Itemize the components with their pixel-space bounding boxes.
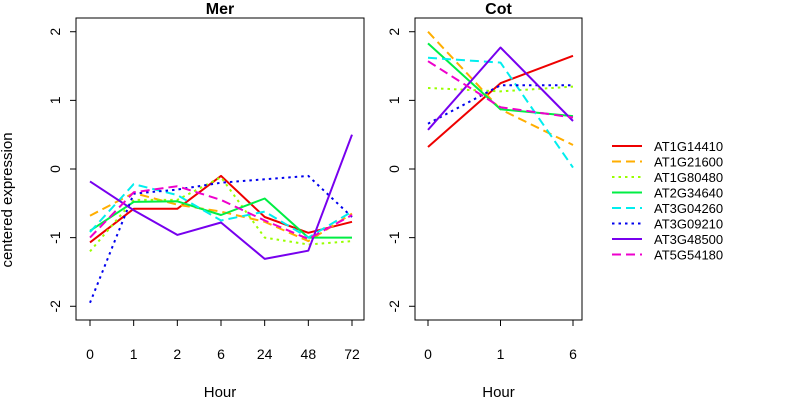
- mer-xtick-label: 72: [344, 346, 360, 362]
- cot-ytick-label: 2: [386, 28, 402, 36]
- legend-label-at1g80480: AT1G80480: [654, 170, 723, 185]
- mer-series-at1g21600: [89, 192, 353, 243]
- cot-xtick-label: 1: [497, 346, 505, 362]
- mer-xtick-label: 24: [257, 346, 273, 362]
- mer-ytick-label: 2: [47, 28, 63, 36]
- mer-series-at3g48500: [89, 134, 353, 260]
- legend-label-at3g04260: AT3G04260: [654, 201, 723, 216]
- cot-series-at3g48500: [427, 46, 574, 131]
- mer-series-at1g14410: [89, 174, 353, 244]
- panel-cot: Cot -2 -1 0 1 2 0 1 6 Hour: [386, 1, 583, 401]
- mer-series-at3g04260: [89, 183, 353, 239]
- mer-title: Mer: [206, 1, 234, 18]
- mer-ytick-label: 0: [47, 165, 63, 173]
- cot-series-at3g09210: [427, 84, 573, 125]
- cot-xtick-label: 0: [424, 346, 432, 362]
- legend-label-at1g14410: AT1G14410: [654, 139, 723, 154]
- mer-ytick-label: -1: [47, 231, 63, 244]
- mer-plot-frame: [75, 17, 365, 321]
- y-axis-label: centered expression: [0, 132, 16, 267]
- cot-series-at5g54180: [427, 60, 574, 119]
- mer-ytick-label: 1: [47, 96, 63, 104]
- cot-ytick-label: 1: [386, 96, 402, 104]
- mer-xtick-label: 6: [217, 346, 225, 362]
- legend-label-at1g21600: AT1G21600: [654, 155, 723, 170]
- cot-ytick-label: -2: [386, 300, 402, 313]
- panel-mer: Mer -2 -1 0 1 2 0 1 2 6 24 48 72 Hour: [47, 1, 365, 401]
- mer-x-axis-label: Hour: [204, 384, 237, 400]
- cot-ytick-label: -1: [386, 231, 402, 244]
- legend-label-at3g48500: AT3G48500: [654, 232, 723, 247]
- mer-xtick-label: 1: [130, 346, 138, 362]
- legend-label-at2g34640: AT2G34640: [654, 186, 723, 201]
- cot-x-axis-label: Hour: [482, 384, 515, 400]
- cot-series-at1g14410: [427, 54, 574, 148]
- legend-label-at3g09210: AT3G09210: [654, 217, 723, 232]
- cot-series-at1g80480: [427, 85, 574, 93]
- cot-ytick-label: 0: [386, 165, 402, 173]
- mer-xtick-label: 0: [86, 346, 94, 362]
- mer-xtick-label: 2: [173, 346, 181, 362]
- legend: AT1G14410AT1G21600AT1G80480AT2G34640AT3G…: [612, 139, 723, 263]
- mer-series-at5g54180: [89, 185, 353, 240]
- legend-label-at5g54180: AT5G54180: [654, 248, 723, 263]
- cot-title: Cot: [485, 1, 512, 18]
- cot-xtick-label: 6: [569, 346, 577, 362]
- cot-series-at3g04260: [427, 56, 574, 169]
- mer-xtick-label: 48: [301, 346, 317, 362]
- mer-ytick-label: -2: [47, 300, 63, 313]
